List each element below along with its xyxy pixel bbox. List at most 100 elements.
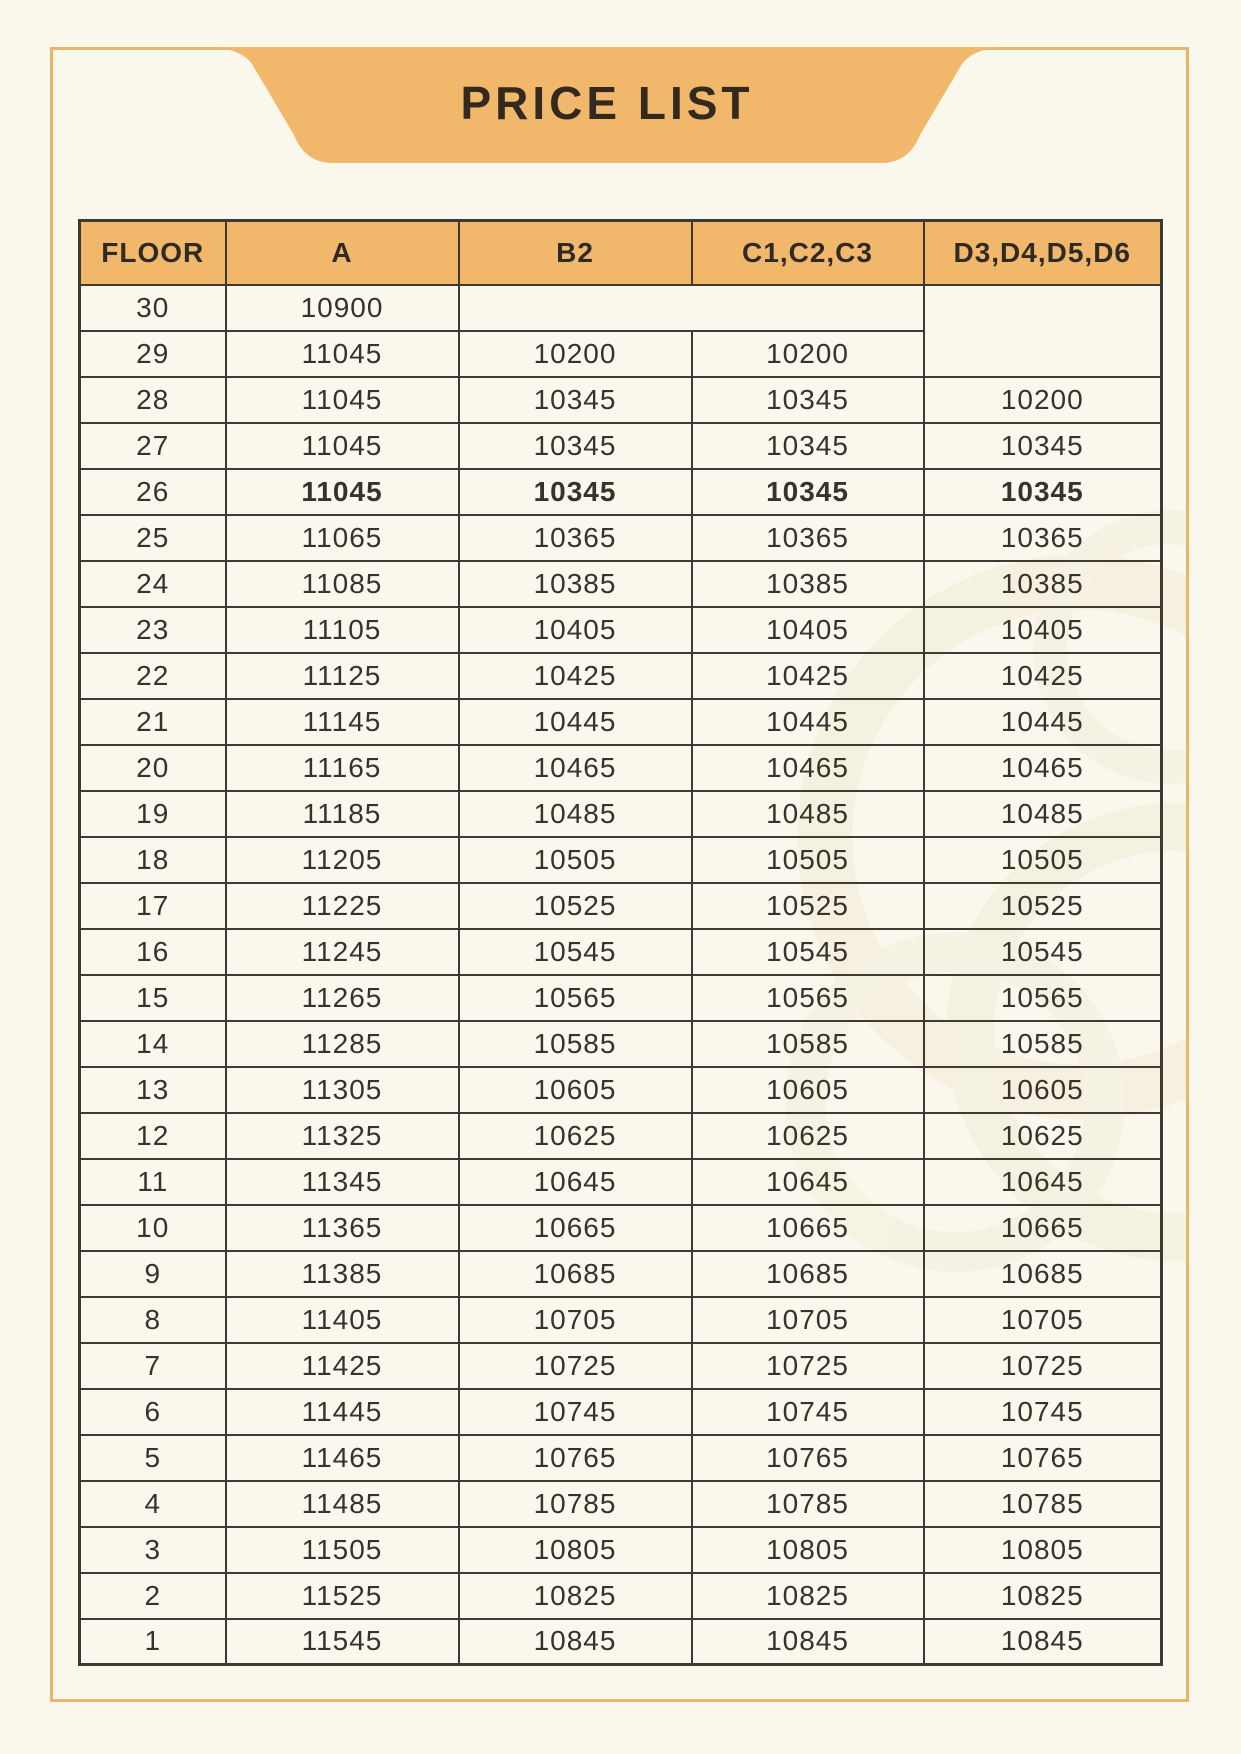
title-banner bbox=[216, 47, 998, 163]
value-cell-b2: 10465 bbox=[457, 743, 693, 792]
value-cell-d: 10765 bbox=[922, 1433, 1163, 1482]
price-table: FLOOR A B2 C1,C2,C3 D3,D4,D5,D6 30 10900 2… bbox=[78, 219, 1163, 1666]
value-cell-a: 11245 bbox=[224, 927, 460, 976]
value-cell-d: 10545 bbox=[922, 927, 1163, 976]
value-cell-a: 11445 bbox=[224, 1387, 460, 1436]
value-cell-b2: 10545 bbox=[457, 927, 693, 976]
table-row: 7 11425 10725 10725 10725 bbox=[78, 1341, 1163, 1390]
value-cell-d: 10345 bbox=[922, 467, 1163, 516]
table-row: 27 11045 10345 10345 10345 bbox=[78, 421, 1163, 470]
value-cell-c: 10345 bbox=[690, 467, 925, 516]
value-cell-a: 11045 bbox=[224, 329, 460, 378]
value-cell-c: 10625 bbox=[690, 1111, 925, 1160]
table-row: 5 11465 10765 10765 10765 bbox=[78, 1433, 1163, 1482]
merged-empty-cell-d bbox=[922, 283, 1163, 378]
value-cell-c: 10485 bbox=[690, 789, 925, 838]
floor-cell: 12 bbox=[78, 1111, 227, 1160]
value-cell-a: 11225 bbox=[224, 881, 460, 930]
table-row: 14 11285 10585 10585 10585 bbox=[78, 1019, 1163, 1068]
table-row: 13 11305 10605 10605 10605 bbox=[78, 1065, 1163, 1114]
value-cell-c: 10745 bbox=[690, 1387, 925, 1436]
value-cell-c: 10585 bbox=[690, 1019, 925, 1068]
value-cell-c: 10465 bbox=[690, 743, 925, 792]
value-cell-d: 10385 bbox=[922, 559, 1163, 608]
value-cell-d: 10565 bbox=[922, 973, 1163, 1022]
table-row: 3 11505 10805 10805 10805 bbox=[78, 1525, 1163, 1574]
value-cell-c: 10505 bbox=[690, 835, 925, 884]
value-cell-d: 10345 bbox=[922, 421, 1163, 470]
table-row: 11 11345 10645 10645 10645 bbox=[78, 1157, 1163, 1206]
value-cell-d: 10445 bbox=[922, 697, 1163, 746]
table-row: 21 11145 10445 10445 10445 bbox=[78, 697, 1163, 746]
floor-cell: 21 bbox=[78, 697, 227, 746]
value-cell-a: 11185 bbox=[224, 789, 460, 838]
floor-cell: 16 bbox=[78, 927, 227, 976]
value-cell-c: 10200 bbox=[690, 329, 925, 378]
value-cell-a: 11045 bbox=[224, 467, 460, 516]
value-cell-a: 11345 bbox=[224, 1157, 460, 1206]
value-cell-b2: 10525 bbox=[457, 881, 693, 930]
value-cell-d: 10625 bbox=[922, 1111, 1163, 1160]
value-cell-b2: 10345 bbox=[457, 421, 693, 470]
value-cell-c: 10725 bbox=[690, 1341, 925, 1390]
value-cell-b2: 10845 bbox=[457, 1617, 693, 1666]
column-header-b2: B2 bbox=[457, 219, 693, 286]
value-cell-c: 10645 bbox=[690, 1157, 925, 1206]
floor-cell: 13 bbox=[78, 1065, 227, 1114]
value-cell-c: 10365 bbox=[690, 513, 925, 562]
value-cell-c: 10545 bbox=[690, 927, 925, 976]
value-cell-b2: 10825 bbox=[457, 1571, 693, 1620]
value-cell-a: 11545 bbox=[224, 1617, 460, 1666]
table-row: 2 11525 10825 10825 10825 bbox=[78, 1571, 1163, 1620]
floor-cell: 28 bbox=[78, 375, 227, 424]
value-cell-d: 10845 bbox=[922, 1617, 1163, 1666]
table-row: 19 11185 10485 10485 10485 bbox=[78, 789, 1163, 838]
value-cell-a: 11285 bbox=[224, 1019, 460, 1068]
floor-cell: 14 bbox=[78, 1019, 227, 1068]
floor-cell: 11 bbox=[78, 1157, 227, 1206]
value-cell-d: 10705 bbox=[922, 1295, 1163, 1344]
value-cell-a: 11325 bbox=[224, 1111, 460, 1160]
floor-cell: 20 bbox=[78, 743, 227, 792]
table-row: 8 11405 10705 10705 10705 bbox=[78, 1295, 1163, 1344]
floor-cell: 24 bbox=[78, 559, 227, 608]
table-row: 24 11085 10385 10385 10385 bbox=[78, 559, 1163, 608]
value-cell-c: 10445 bbox=[690, 697, 925, 746]
table-row: 6 11445 10745 10745 10745 bbox=[78, 1387, 1163, 1436]
value-cell-d: 10405 bbox=[922, 605, 1163, 654]
value-cell-a: 11105 bbox=[224, 605, 460, 654]
floor-cell: 25 bbox=[78, 513, 227, 562]
table-row: 16 11245 10545 10545 10545 bbox=[78, 927, 1163, 976]
value-cell-c: 10565 bbox=[690, 973, 925, 1022]
value-cell-b2: 10365 bbox=[457, 513, 693, 562]
table-header-row: FLOOR A B2 C1,C2,C3 D3,D4,D5,D6 bbox=[78, 219, 1163, 286]
merged-empty-cell-bc bbox=[457, 283, 925, 332]
value-cell-b2: 10505 bbox=[457, 835, 693, 884]
table-row: 26 11045 10345 10345 10345 bbox=[78, 467, 1163, 516]
value-cell-d: 10745 bbox=[922, 1387, 1163, 1436]
value-cell-a: 11045 bbox=[224, 375, 460, 424]
table-row: 20 11165 10465 10465 10465 bbox=[78, 743, 1163, 792]
floor-cell: 9 bbox=[78, 1249, 227, 1298]
value-cell-b2: 10385 bbox=[457, 559, 693, 608]
value-cell-b2: 10585 bbox=[457, 1019, 693, 1068]
value-cell-b2: 10405 bbox=[457, 605, 693, 654]
value-cell-b2: 10625 bbox=[457, 1111, 693, 1160]
value-cell-a: 11385 bbox=[224, 1249, 460, 1298]
table-row: 1 11545 10845 10845 10845 bbox=[78, 1617, 1163, 1666]
value-cell-a: 10900 bbox=[224, 283, 460, 332]
value-cell-c: 10785 bbox=[690, 1479, 925, 1528]
value-cell-d: 10685 bbox=[922, 1249, 1163, 1298]
value-cell-c: 10605 bbox=[690, 1065, 925, 1114]
value-cell-d: 10365 bbox=[922, 513, 1163, 562]
value-cell-c: 10345 bbox=[690, 421, 925, 470]
floor-cell: 18 bbox=[78, 835, 227, 884]
value-cell-d: 10645 bbox=[922, 1157, 1163, 1206]
value-cell-a: 11365 bbox=[224, 1203, 460, 1252]
table-row: 25 11065 10365 10365 10365 bbox=[78, 513, 1163, 562]
floor-cell: 10 bbox=[78, 1203, 227, 1252]
value-cell-a: 11165 bbox=[224, 743, 460, 792]
floor-cell: 27 bbox=[78, 421, 227, 470]
value-cell-d: 10585 bbox=[922, 1019, 1163, 1068]
value-cell-c: 10765 bbox=[690, 1433, 925, 1482]
